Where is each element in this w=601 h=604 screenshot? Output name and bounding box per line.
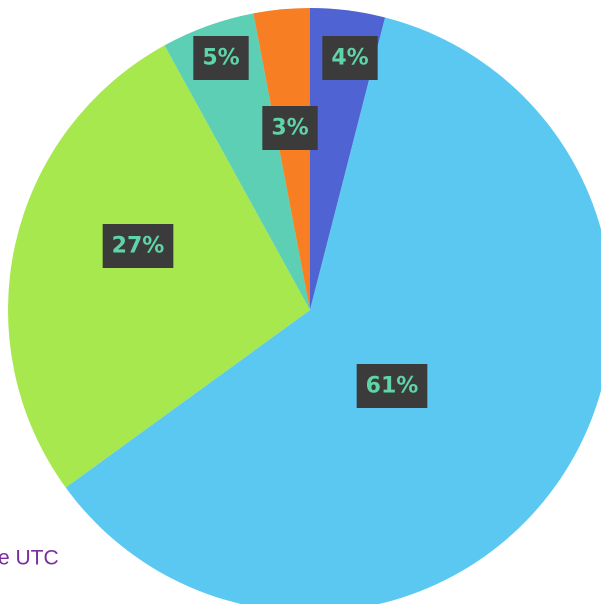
data-label: 27% — [112, 234, 165, 259]
data-label-box — [356, 364, 428, 408]
slice — [65, 17, 601, 604]
data-label: 5% — [202, 46, 239, 71]
data-label-box — [262, 106, 318, 150]
labels: 4% 61% 27% 5% 3% — [102, 36, 428, 408]
slice — [310, 8, 386, 310]
data-label-box — [102, 224, 174, 268]
data-label: 61% — [366, 374, 419, 399]
data-label-box — [193, 36, 249, 80]
slice — [253, 8, 310, 310]
data-label: 4% — [331, 46, 368, 71]
data-label: 3% — [271, 116, 308, 141]
data-label-box — [322, 36, 378, 80]
annotation: e UTC — [0, 547, 59, 570]
slice — [164, 13, 310, 311]
slices — [7, 8, 601, 604]
